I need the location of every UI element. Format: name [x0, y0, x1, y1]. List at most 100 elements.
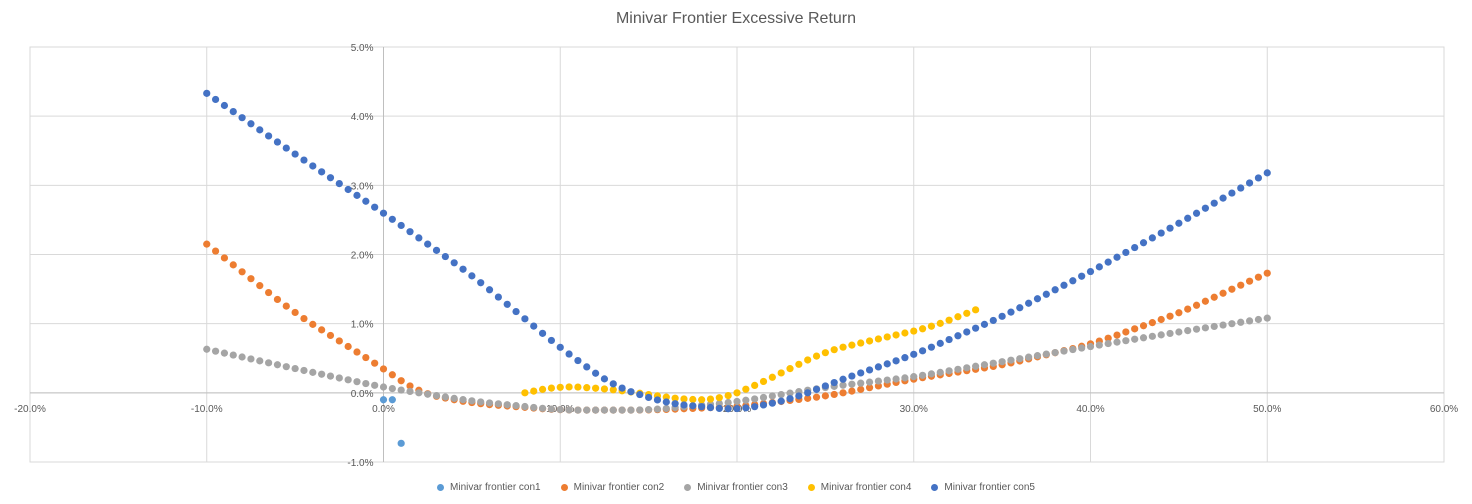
data-point-series-4 — [592, 384, 600, 392]
legend-label: Minivar frontier con5 — [944, 482, 1035, 493]
data-point-series-5 — [450, 259, 458, 267]
data-point-series-4 — [574, 383, 582, 391]
data-point-series-4 — [963, 309, 971, 317]
data-point-series-4 — [821, 349, 829, 357]
data-point-series-3 — [265, 359, 273, 367]
data-point-series-2 — [1139, 322, 1148, 330]
data-point-series-5 — [318, 168, 326, 176]
data-point-series-3 — [1016, 355, 1024, 363]
data-point-series-2 — [353, 348, 361, 356]
data-point-series-3 — [211, 347, 220, 355]
data-point-series-4 — [927, 322, 936, 330]
data-point-series-3 — [857, 379, 865, 387]
data-point-series-5 — [715, 404, 723, 412]
data-point-series-5 — [1007, 308, 1015, 316]
data-point-series-5 — [989, 316, 997, 325]
data-point-series-4 — [547, 384, 556, 392]
data-point-series-5 — [927, 343, 936, 351]
data-point-series-4 — [751, 381, 759, 389]
data-point-series-4 — [804, 356, 812, 364]
data-point-series-3 — [768, 392, 776, 400]
data-point-series-2 — [265, 288, 273, 297]
data-point-series-5 — [1051, 286, 1059, 294]
data-point-series-3 — [1025, 353, 1033, 361]
legend-marker — [807, 484, 815, 491]
data-point-series-5 — [273, 138, 282, 146]
data-point-series-3 — [415, 389, 423, 397]
data-point-series-3 — [918, 371, 927, 379]
data-point-series-2 — [865, 384, 874, 392]
data-point-series-2 — [397, 377, 405, 385]
data-point-series-2 — [256, 282, 264, 290]
data-point-series-5 — [1113, 253, 1121, 261]
data-point-series-2 — [229, 261, 237, 269]
data-point-series-3 — [910, 373, 918, 381]
data-point-series-4 — [556, 383, 564, 391]
y-tick-label: 2.0% — [351, 251, 374, 262]
data-point-series-3 — [963, 364, 971, 372]
data-point-series-5 — [1237, 184, 1245, 192]
data-point-series-3 — [600, 406, 609, 414]
data-point-series-5 — [521, 315, 529, 323]
data-point-series-5 — [335, 180, 343, 188]
data-point-series-5 — [777, 397, 785, 405]
data-point-series-5 — [821, 382, 829, 390]
data-point-series-5 — [1192, 209, 1201, 217]
data-point-series-5 — [627, 388, 635, 396]
data-point-series-4 — [874, 335, 883, 343]
data-point-series-3 — [954, 365, 962, 373]
data-point-series-3 — [627, 406, 635, 414]
data-point-series-3 — [1254, 315, 1263, 324]
data-point-series-3 — [371, 381, 379, 389]
data-point-series-5 — [1175, 219, 1183, 227]
data-point-series-4 — [733, 389, 741, 397]
data-point-series-5 — [972, 324, 980, 332]
data-point-series-3 — [1201, 324, 1209, 332]
data-point-series-2 — [1184, 305, 1192, 313]
data-point-series-5 — [804, 389, 812, 397]
data-point-series-5 — [371, 203, 379, 211]
data-point-series-3 — [238, 353, 246, 361]
legend-label: Minivar frontier con3 — [697, 482, 788, 493]
data-point-series-5 — [468, 272, 476, 280]
data-point-series-3 — [468, 397, 476, 405]
data-point-series-5 — [494, 293, 502, 301]
data-point-series-3 — [424, 390, 432, 398]
data-point-series-4 — [812, 352, 821, 360]
data-point-series-5 — [1148, 234, 1156, 242]
data-point-series-3 — [883, 376, 891, 384]
data-point-series-5 — [538, 329, 547, 337]
data-point-series-2 — [821, 392, 829, 400]
data-point-series-5 — [512, 307, 520, 316]
data-point-series-5 — [618, 384, 626, 392]
data-point-series-4 — [795, 360, 803, 368]
data-point-series-2 — [282, 302, 290, 310]
data-point-series-3 — [388, 384, 396, 393]
legend-marker — [684, 484, 692, 491]
data-point-series-3 — [256, 357, 264, 365]
data-point-series-4 — [786, 365, 794, 373]
legend-label: Minivar frontier con4 — [820, 482, 912, 493]
data-point-series-2 — [291, 308, 299, 317]
data-point-series-4 — [848, 341, 856, 349]
data-point-series-2 — [839, 389, 847, 397]
legend-item-series-1: Minivar frontier con1 — [437, 482, 541, 493]
data-point-series-5 — [671, 400, 679, 408]
data-point-series-5 — [812, 385, 821, 393]
data-point-series-2 — [830, 390, 838, 399]
data-point-series-5 — [600, 375, 609, 383]
data-point-series-5 — [265, 132, 273, 140]
data-point-series-5 — [839, 375, 847, 383]
data-point-series-3 — [874, 377, 883, 385]
data-point-series-3 — [574, 406, 582, 414]
data-point-series-2 — [1148, 319, 1156, 327]
data-point-series-3 — [530, 403, 538, 412]
data-point-series-5 — [362, 197, 370, 205]
data-point-series-2 — [273, 295, 282, 304]
data-point-series-5 — [485, 286, 494, 294]
data-point-series-3 — [1228, 320, 1236, 328]
data-point-series-2 — [1245, 277, 1254, 285]
data-point-series-4 — [892, 331, 900, 339]
data-point-series-3 — [406, 387, 414, 396]
